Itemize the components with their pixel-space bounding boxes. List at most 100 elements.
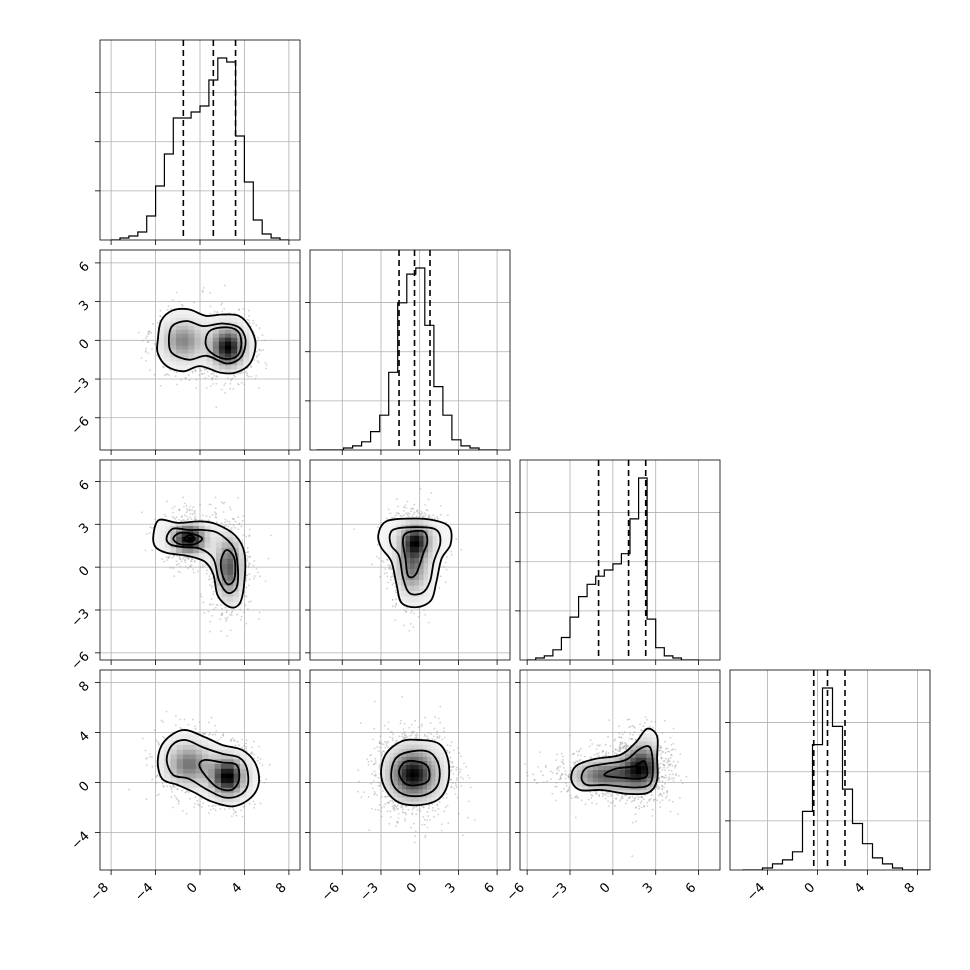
scatter-point (246, 574, 249, 577)
scatter-point (220, 501, 223, 504)
scatter-point (224, 391, 227, 394)
density-cell (176, 348, 183, 354)
scatter-point (193, 561, 196, 563)
scatter-point (220, 388, 223, 391)
scatter-point (229, 629, 232, 632)
scatter-point (241, 539, 244, 542)
scatter-point (228, 520, 231, 523)
density-cell (237, 317, 244, 322)
density-cell (410, 540, 416, 547)
scatter-point (405, 611, 407, 613)
scatter-point (249, 555, 251, 558)
density-cell (193, 525, 200, 532)
scatter-point (148, 330, 151, 333)
scatter-point (219, 618, 222, 620)
density-cell (170, 364, 177, 370)
density-cell (157, 368, 165, 374)
scatter-point (390, 576, 392, 579)
scatter-point (230, 378, 233, 380)
scatter-point (187, 558, 190, 560)
density-cell (410, 585, 416, 592)
scatter-point (168, 556, 170, 558)
scatter-point (148, 330, 150, 333)
scatter-point (202, 601, 205, 604)
scatter-point (243, 383, 246, 385)
scatter-point (246, 374, 249, 377)
density-cell (216, 541, 223, 548)
scatter-point (191, 558, 194, 560)
scatter-point (216, 310, 219, 313)
density-cell (200, 356, 208, 362)
density-cell (164, 547, 171, 554)
density-cell (249, 313, 256, 318)
density-cell (212, 337, 220, 342)
scatter-point (211, 615, 214, 617)
density-cell (387, 585, 393, 592)
scatter-point (423, 609, 425, 611)
density-cell (182, 317, 189, 322)
panel-frame (519, 459, 721, 661)
density-cell (176, 536, 183, 543)
scatter-point (215, 603, 218, 606)
density-cell (204, 547, 211, 554)
density-cell (237, 352, 244, 358)
scatter-point (394, 619, 396, 622)
scatter-point (379, 576, 381, 578)
scatter-point (205, 368, 208, 371)
scatter-point (243, 591, 246, 594)
contour-line (152, 518, 247, 609)
density-cell (164, 601, 171, 608)
density-cell (391, 557, 397, 564)
scatter-point (237, 516, 240, 518)
density-cell (227, 536, 234, 543)
density-cell (387, 596, 393, 603)
scatter-point (241, 520, 244, 522)
density-cell (157, 348, 165, 354)
density-cell (387, 573, 393, 580)
scatter-point (247, 608, 249, 611)
density-cell (188, 325, 195, 330)
scatter-point (226, 616, 229, 619)
density-cell (410, 596, 416, 603)
density-cell (176, 352, 183, 358)
scatter-point (246, 559, 249, 562)
density-cell (212, 333, 220, 338)
scatter-point (424, 514, 427, 516)
scatter-point (184, 559, 187, 561)
scatter-point (423, 515, 425, 518)
scatter-point (185, 504, 188, 507)
density-cell (225, 309, 232, 314)
density-cell (176, 364, 183, 370)
scatter-point (252, 319, 255, 322)
panel-plot-area (141, 496, 272, 637)
scatter-point (187, 556, 190, 559)
scatter-point (159, 315, 162, 318)
density-cell (153, 558, 160, 565)
scatter-point (250, 375, 252, 378)
scatter-point (245, 577, 248, 580)
density-cell (231, 321, 238, 326)
density-cell (249, 337, 256, 342)
density-cell (157, 329, 165, 334)
density-cell (159, 520, 166, 526)
density-cell (163, 337, 171, 342)
scatter-point (427, 498, 430, 501)
scatter-point (194, 515, 197, 518)
scatter-point (215, 516, 218, 519)
density-cell (243, 360, 250, 366)
scatter-point (191, 371, 194, 374)
density-cell (419, 568, 425, 575)
scatter-point (378, 557, 380, 560)
scatter-point (258, 353, 260, 356)
scatter-point (189, 565, 192, 568)
scatter-point (211, 585, 214, 587)
density-cell (164, 590, 171, 597)
density-cell (414, 579, 420, 586)
density-cell (200, 337, 208, 342)
density-cell (238, 558, 246, 565)
scatter-point (183, 559, 186, 561)
scatter-point (248, 534, 251, 537)
density-cell (221, 552, 228, 559)
scatter-point (186, 557, 188, 559)
density-cell (157, 344, 165, 350)
